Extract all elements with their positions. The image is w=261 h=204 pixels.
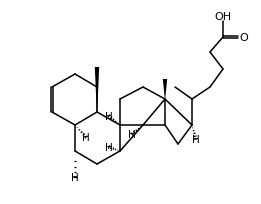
Polygon shape (163, 80, 167, 100)
Text: H: H (128, 129, 136, 139)
Text: OH: OH (215, 11, 232, 21)
Text: H: H (105, 142, 113, 152)
Text: H: H (192, 134, 200, 144)
Polygon shape (95, 68, 99, 112)
Text: O: O (240, 33, 248, 43)
Text: H: H (105, 111, 113, 121)
Text: H: H (71, 172, 79, 182)
Text: H: H (82, 132, 90, 142)
